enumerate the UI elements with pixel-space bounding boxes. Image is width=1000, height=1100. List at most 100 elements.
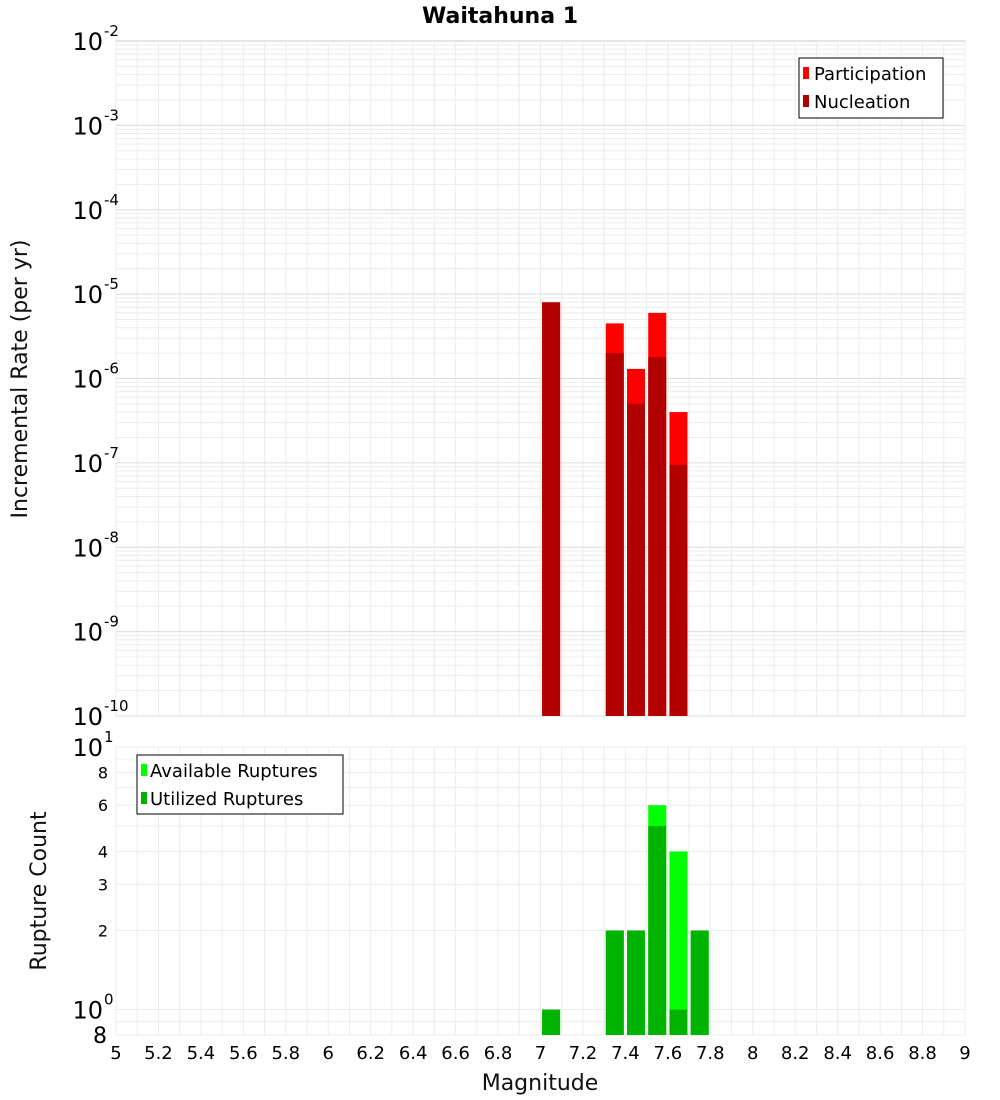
rate-y-tick-label: 10 -9 [72, 613, 119, 647]
count-y-tick-label: 2 [98, 922, 108, 941]
svg-text:-10: -10 [104, 697, 129, 715]
rate-y-tick-label: 10 -4 [72, 191, 119, 225]
svg-text:10: 10 [72, 281, 103, 309]
rate-bar-b [627, 403, 646, 716]
x-tick-label: 7.4 [611, 1043, 640, 1064]
rate-bar-b [605, 353, 624, 716]
x-tick-label: 5 [110, 1043, 121, 1064]
x-tick-label: 6.2 [356, 1043, 385, 1064]
count-bar-b [690, 930, 709, 1035]
count-legend-box [136, 754, 344, 815]
rate-y-tick-label: 10 -5 [72, 275, 119, 309]
rate-legend: Participation Nucleation [798, 57, 944, 119]
svg-text:-5: -5 [104, 275, 119, 293]
svg-text:10: 10 [72, 703, 103, 731]
x-tick-label: 7.2 [569, 1043, 598, 1064]
count-y-tick-label: 8 [98, 763, 108, 782]
nucleation-swatch [803, 95, 809, 107]
rate-y-tick-label: 10 -10 [72, 697, 128, 731]
count-y-axis-label: Rupture Count [27, 811, 52, 971]
available-swatch [141, 764, 147, 776]
x-tick-label: 5.6 [229, 1043, 258, 1064]
rate-y-tick-label: 10 -7 [72, 444, 119, 478]
svg-text:0: 0 [104, 991, 114, 1009]
count-y-tick-label: 4 [98, 842, 108, 861]
count-bar-b [648, 826, 667, 1035]
svg-text:10: 10 [72, 366, 103, 394]
x-tick-label: 7.6 [654, 1043, 683, 1064]
svg-text:6: 6 [98, 796, 108, 815]
x-tick-label: 6 [323, 1043, 334, 1064]
svg-text:1: 1 [104, 728, 114, 746]
count-y-tick-label: 8 [93, 1024, 107, 1049]
x-axis-label: Magnitude [482, 1071, 599, 1096]
rate-bar-b [542, 302, 561, 716]
x-tick-label: 5.4 [187, 1043, 216, 1064]
count-bars [542, 805, 709, 1035]
rate-y-tick-label: 10 -8 [72, 528, 119, 562]
svg-text:3: 3 [98, 875, 108, 894]
chart-title: Waitahuna 1 [422, 4, 578, 29]
x-tick-label: 5.2 [144, 1043, 173, 1064]
count-bar-b [627, 930, 646, 1035]
x-tick-label: 6.4 [399, 1043, 428, 1064]
x-tick-label: 5.8 [271, 1043, 300, 1064]
legend-available: Available Ruptures [150, 761, 318, 782]
x-tick-label: 8.8 [908, 1043, 937, 1064]
x-tick-label: 7.8 [696, 1043, 725, 1064]
svg-text:10: 10 [72, 619, 103, 647]
svg-text:10: 10 [72, 534, 103, 562]
svg-text:-7: -7 [104, 444, 119, 462]
count-y-tick-label: 3 [98, 875, 108, 894]
x-ticks: 5 5.2 5.4 5.6 5.8 6 6.2 6.4 6.6 6.8 7 7.2 7.4 7.6 7.8 8… [110, 1043, 970, 1064]
count-legend: Available Ruptures Utilized Ruptures [136, 754, 344, 815]
svg-text:-6: -6 [104, 360, 119, 378]
rate-y-tick-label: 10 -3 [72, 106, 119, 140]
x-tick-label: 8.4 [823, 1043, 852, 1064]
count-bar-a [669, 851, 688, 1035]
x-tick-label: 9 [959, 1043, 970, 1064]
utilized-swatch [141, 792, 147, 804]
count-bar-b [605, 930, 624, 1035]
count-y-tick-label: 10 0 [72, 991, 113, 1025]
svg-text:4: 4 [98, 842, 108, 861]
x-tick-label: 8 [747, 1043, 758, 1064]
svg-text:8: 8 [98, 763, 108, 782]
rate-y-tick-label: 10 -2 [72, 22, 119, 56]
svg-text:-4: -4 [104, 191, 119, 209]
svg-text:-2: -2 [104, 22, 119, 40]
svg-text:10: 10 [72, 112, 103, 140]
rate-legend-box [798, 57, 944, 119]
svg-text:-8: -8 [104, 528, 119, 546]
legend-utilized: Utilized Ruptures [150, 789, 303, 810]
x-tick-label: 8.6 [866, 1043, 895, 1064]
count-bar-b [669, 1009, 688, 1035]
svg-text:10: 10 [72, 450, 103, 478]
svg-text:10: 10 [72, 997, 103, 1025]
svg-text:2: 2 [98, 922, 108, 941]
count-y-tick-label: 10 1 [72, 728, 113, 762]
count-bar-b [542, 1009, 561, 1035]
rate-y-tick-label: 10 -6 [72, 360, 119, 394]
legend-nucleation: Nucleation [814, 92, 910, 113]
svg-text:10: 10 [72, 197, 103, 225]
rate-y-axis-label: Incremental Rate (per yr) [8, 240, 33, 519]
svg-text:-3: -3 [104, 106, 119, 124]
rate-bar-b [669, 464, 688, 716]
count-y-tick-label: 6 [98, 796, 108, 815]
x-tick-label: 6.6 [441, 1043, 470, 1064]
svg-text:-9: -9 [104, 613, 119, 631]
svg-text:10: 10 [72, 734, 103, 762]
count-gridlines [115, 746, 966, 1036]
rate-bars [542, 302, 688, 716]
x-tick-label: 8.2 [781, 1043, 810, 1064]
x-tick-label: 6.8 [484, 1043, 513, 1064]
svg-text:8: 8 [93, 1024, 107, 1049]
legend-participation: Participation [814, 64, 926, 85]
svg-text:10: 10 [72, 28, 103, 56]
rate-bar-b [648, 356, 667, 716]
